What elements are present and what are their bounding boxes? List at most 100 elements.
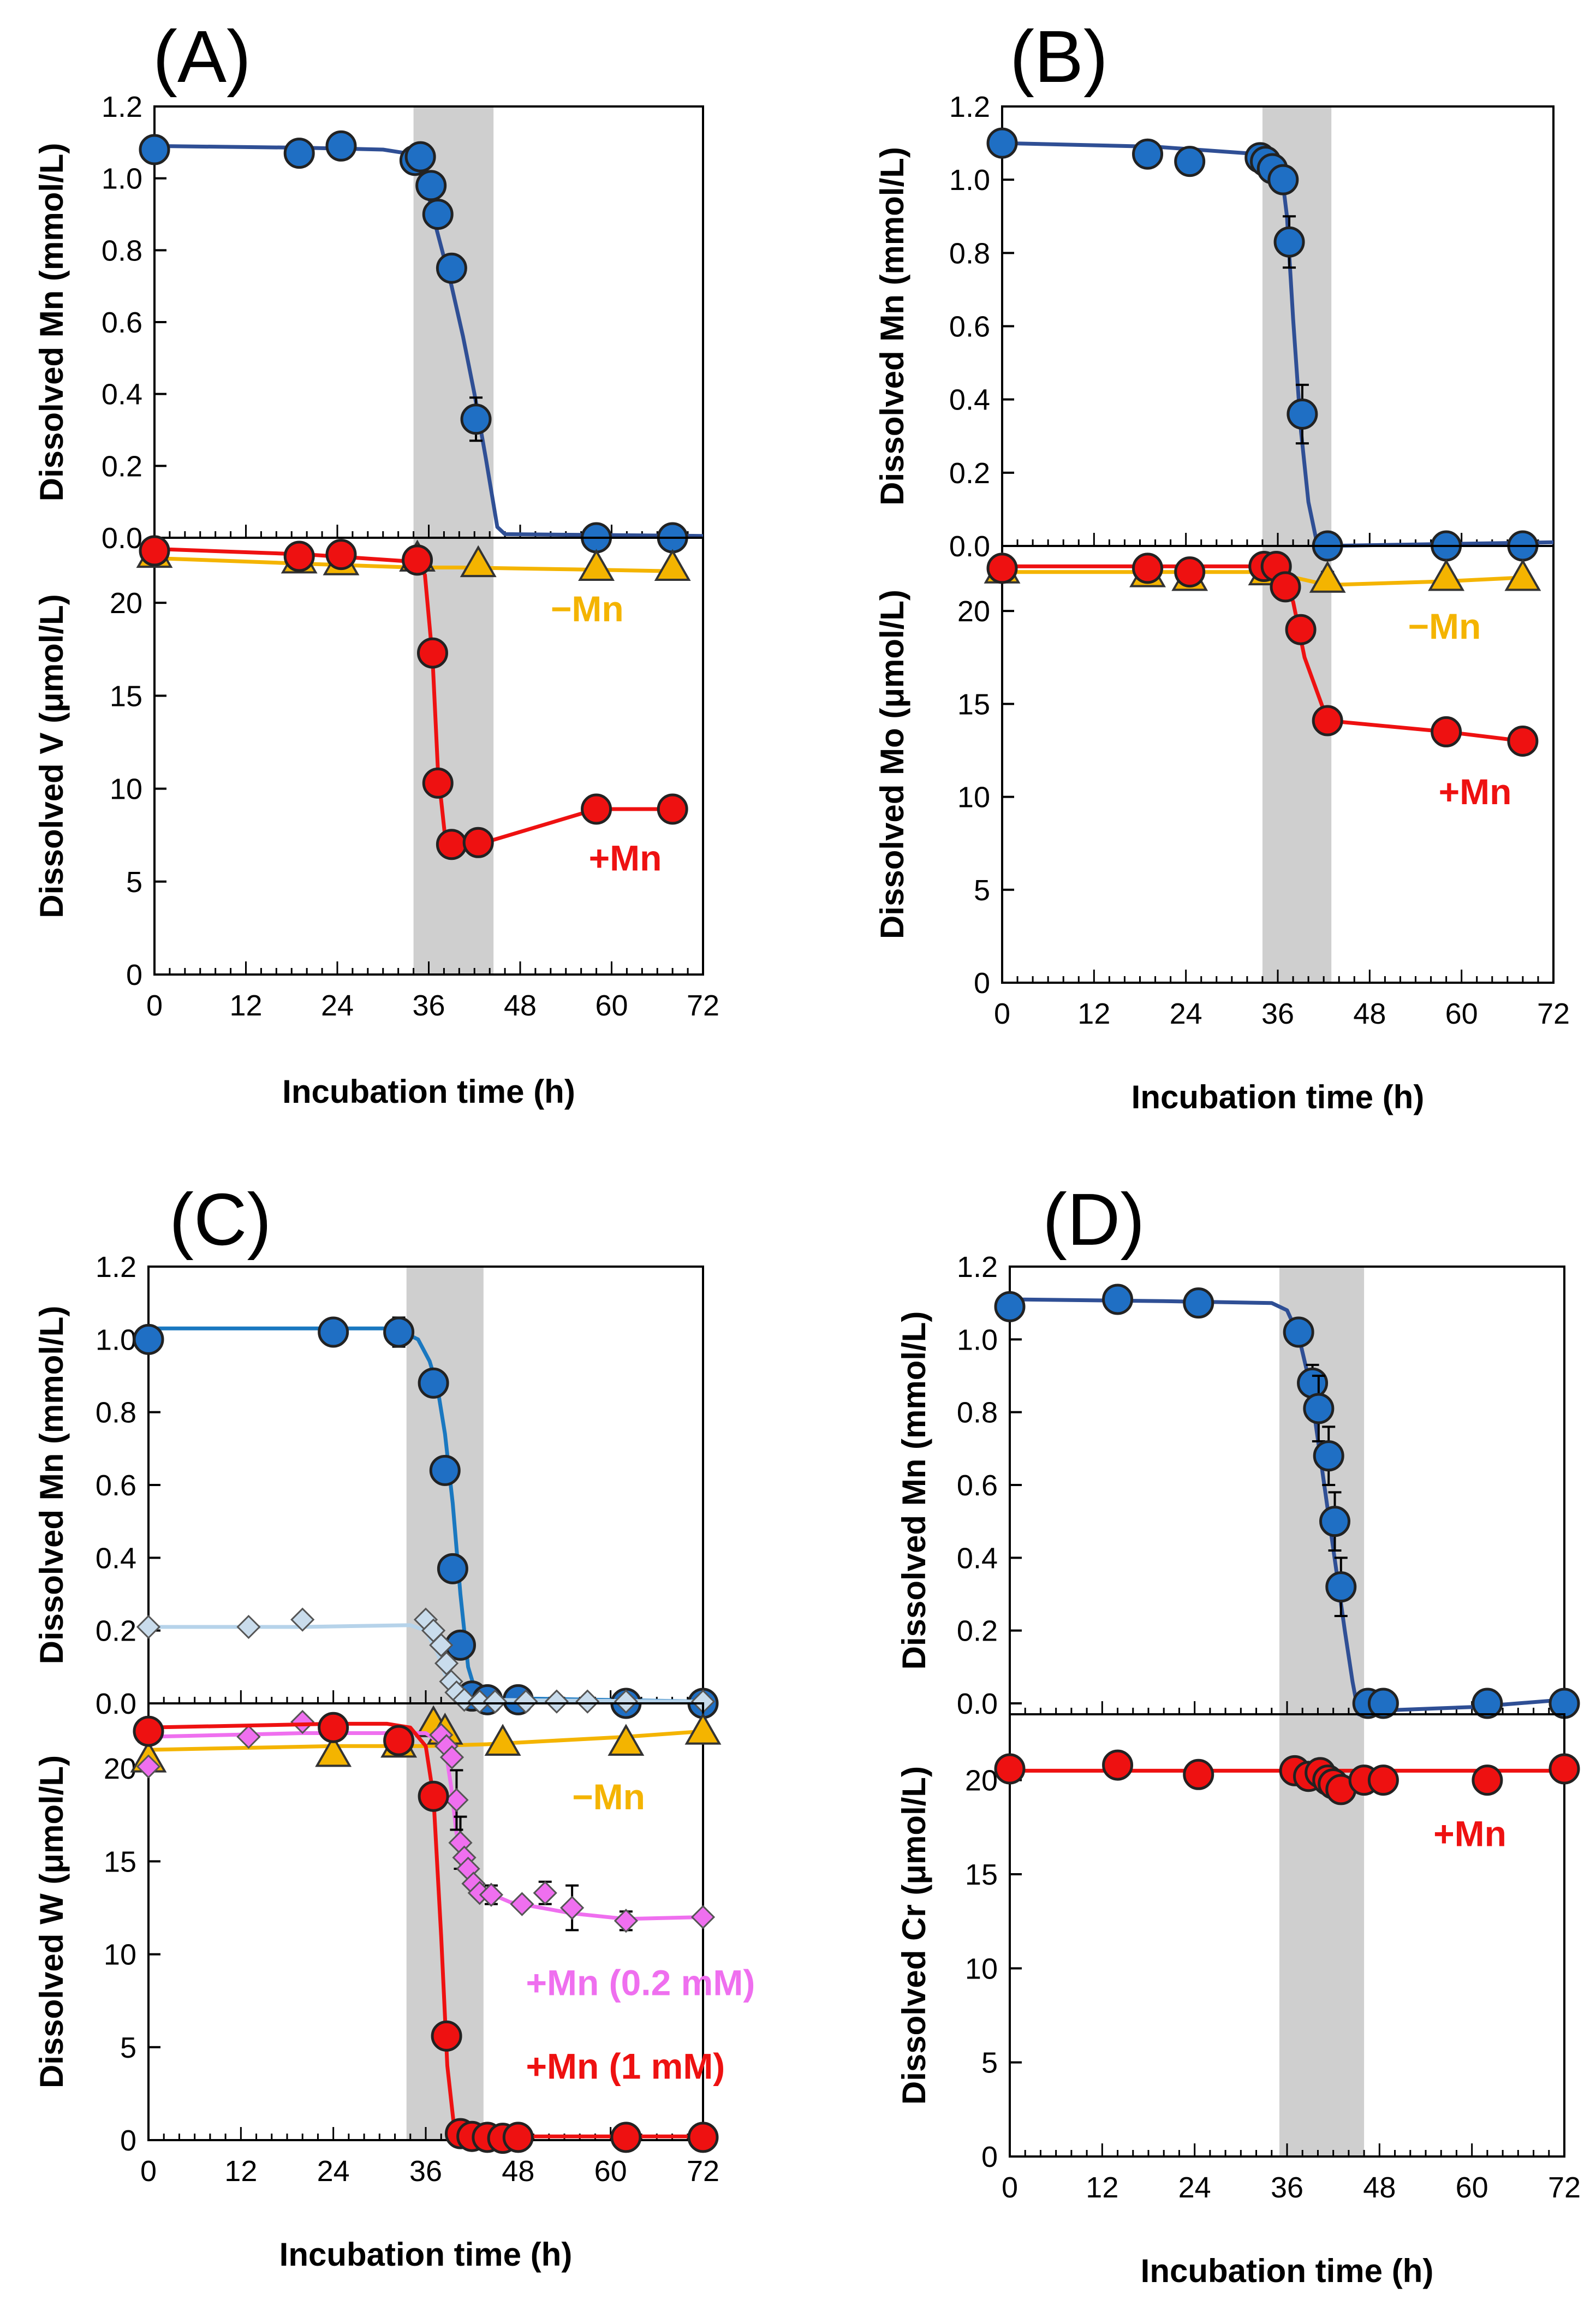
bottom-ytick-label: 5 bbox=[974, 874, 990, 907]
top-data-point bbox=[514, 1689, 538, 1714]
top-data-point bbox=[1273, 226, 1305, 258]
panel-a: (A) 0.0 0.2 0.4 0.6 0.8 1.0 1.2 Dissolved Mn (mm… bbox=[33, 15, 719, 1110]
bottom-data-point bbox=[684, 1713, 722, 1745]
xlabel: Incubation time (h) bbox=[279, 2236, 573, 2273]
top-ytick-label: 0.0 bbox=[96, 1688, 136, 1720]
xtick-label: 60 bbox=[1445, 997, 1478, 1030]
bottom-data-point bbox=[402, 544, 433, 576]
bottom-data-point bbox=[610, 2122, 642, 2153]
bottom-data-point bbox=[1431, 716, 1462, 747]
top-ytick-label: 0.6 bbox=[957, 1469, 998, 1502]
top-data-point bbox=[994, 1291, 1026, 1322]
bottom-ytick-label: 15 bbox=[957, 688, 990, 721]
series-label: +Mn (1 mM) bbox=[526, 2046, 725, 2087]
top-ytick-label: 1.2 bbox=[102, 91, 142, 123]
bottom-ylabel: Dissolved Cr (μmol/L) bbox=[896, 1766, 932, 2105]
top-data-point bbox=[429, 1454, 461, 1486]
top-data-point bbox=[383, 1316, 415, 1348]
xtick-label: 36 bbox=[412, 989, 445, 1022]
top-ylabel: Dissolved Mn (mmol/L) bbox=[874, 147, 910, 506]
top-data-point bbox=[460, 403, 492, 435]
bottom-series-1 bbox=[139, 535, 688, 860]
xtick-label: 36 bbox=[1271, 2171, 1303, 2204]
bottom-data-point bbox=[283, 540, 315, 572]
bottom-ytick-label: 10 bbox=[110, 773, 142, 806]
xtick-label: 72 bbox=[1537, 997, 1570, 1030]
bottom-ylabel: Dissolved Mo (μmol/L) bbox=[874, 590, 910, 939]
bottom-data-point bbox=[581, 793, 612, 825]
top-ytick-label: 0.0 bbox=[102, 522, 142, 555]
xtick-label: 24 bbox=[321, 989, 354, 1022]
bottom-ytick-label: 10 bbox=[965, 1952, 998, 1985]
bottom-ytick-label: 5 bbox=[981, 2047, 998, 2080]
top-data-point bbox=[1267, 164, 1299, 195]
top-data-point bbox=[1102, 1284, 1134, 1315]
panel-label: (D) bbox=[1043, 1178, 1145, 1261]
bottom-data-point bbox=[533, 1881, 557, 1905]
top-ytick-label: 0.8 bbox=[957, 1397, 998, 1429]
bottom-data-point bbox=[436, 829, 467, 860]
bottom-data-point bbox=[139, 535, 170, 567]
bottom-data-point bbox=[318, 1712, 349, 1743]
top-data-point bbox=[986, 127, 1018, 159]
xtick-label: 72 bbox=[687, 2155, 719, 2188]
top-ytick-label: 1.0 bbox=[957, 1323, 998, 1356]
top-ytick-label: 1.2 bbox=[957, 1251, 998, 1284]
bottom-data-point bbox=[559, 1896, 585, 1920]
xtick-label: 36 bbox=[409, 2155, 442, 2188]
xtick-label: 24 bbox=[1170, 997, 1202, 1030]
bottom-data-point bbox=[687, 2122, 719, 2153]
series-label: +Mn bbox=[1433, 1813, 1506, 1853]
xtick-label: 0 bbox=[994, 997, 1010, 1030]
top-data-point bbox=[236, 1614, 261, 1639]
bottom-ytick-label: 20 bbox=[110, 587, 142, 620]
panel-c: (C) 0.0 0.2 0.4 0.6 0.8 1.0 1.2 Dissolved Mn (mm… bbox=[33, 1178, 755, 2273]
top-data-point bbox=[1283, 1316, 1314, 1348]
bottom-data-point bbox=[1428, 559, 1465, 591]
top-ytick-label: 1.2 bbox=[96, 1251, 136, 1284]
bottom-data-point bbox=[1132, 552, 1164, 584]
top-ylabel: Dissolved Mn (mmol/L) bbox=[33, 143, 70, 502]
top-data-point bbox=[136, 1614, 161, 1639]
series-label: +Mn bbox=[1439, 771, 1512, 812]
top-ytick-label: 0.2 bbox=[949, 457, 990, 490]
top-ytick-label: 1.2 bbox=[949, 91, 990, 123]
bottom-data-point bbox=[578, 549, 615, 581]
bottom-data-point bbox=[439, 1745, 464, 1769]
bottom-data-point bbox=[462, 827, 494, 858]
series-label: +Mn (0.2 mM) bbox=[526, 1962, 755, 2003]
top-data-point bbox=[283, 138, 315, 169]
xtick-label: 12 bbox=[1086, 2171, 1118, 2204]
xtick-label: 12 bbox=[1077, 997, 1110, 1030]
top-ylabel: Dissolved Mn (mmol/L) bbox=[896, 1311, 932, 1670]
top-ytick-label: 1.0 bbox=[102, 163, 142, 195]
bottom-data-point bbox=[608, 1724, 645, 1756]
xtick-label: 72 bbox=[1548, 2171, 1581, 2204]
bottom-data-point bbox=[986, 552, 1018, 584]
top-data-point bbox=[1174, 146, 1206, 177]
bottom-data-point bbox=[431, 2020, 462, 2052]
xtick-label: 24 bbox=[1178, 2171, 1211, 2204]
top-ytick-label: 0.4 bbox=[102, 378, 142, 411]
top-ytick-label: 0.2 bbox=[102, 450, 142, 483]
series-label: +Mn bbox=[589, 837, 662, 878]
top-data-point bbox=[1472, 1688, 1503, 1719]
xtick-label: 36 bbox=[1261, 997, 1294, 1030]
top-data-point bbox=[290, 1607, 315, 1632]
bottom-ytick-label: 0 bbox=[974, 967, 990, 1000]
bottom-data-point bbox=[1472, 1765, 1503, 1796]
panel-label: (B) bbox=[1010, 15, 1108, 98]
xtick-label: 0 bbox=[1002, 2171, 1018, 2204]
panel-label: (C) bbox=[169, 1178, 271, 1261]
top-data-point bbox=[1183, 1287, 1214, 1319]
top-ytick-label: 0.4 bbox=[96, 1542, 136, 1575]
top-data-point bbox=[437, 1553, 468, 1584]
panel-label: (A) bbox=[153, 15, 251, 98]
top-ylabel: Dissolved Mn (mmol/L) bbox=[33, 1306, 70, 1665]
xtick-label: 72 bbox=[687, 989, 719, 1022]
top-data-point bbox=[325, 130, 357, 162]
bottom-data-point bbox=[325, 539, 357, 571]
top-data-point bbox=[1132, 138, 1164, 170]
xtick-label: 60 bbox=[594, 2155, 627, 2188]
bottom-data-point bbox=[1504, 559, 1541, 591]
